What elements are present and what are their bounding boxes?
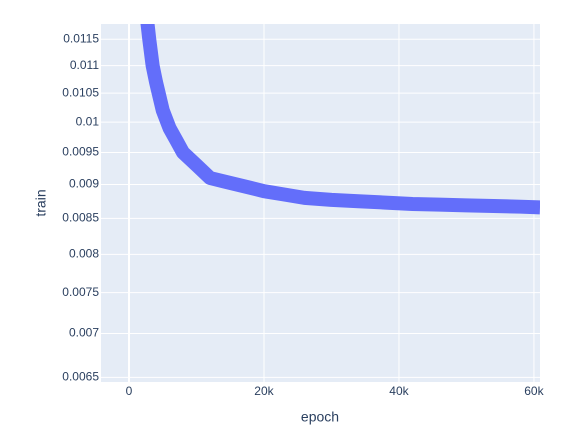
y-tick-label: 0.0075 [62, 285, 99, 299]
y-tick-label: 0.0085 [62, 211, 99, 225]
y-tick-label: 0.0115 [63, 31, 99, 45]
y-tick-label: 0.01 [76, 114, 100, 128]
x-tick-label: 20k [254, 384, 274, 398]
x-tick-label: 0 [126, 384, 133, 398]
y-tick-label: 0.0105 [62, 85, 99, 99]
y-tick-label: 0.0065 [62, 370, 99, 384]
x-axis-title: epoch [301, 409, 339, 425]
y-tick-label: 0.0095 [62, 145, 99, 159]
y-axis-title: train [33, 189, 49, 216]
x-tick-label: 60k [524, 384, 544, 398]
train-line [140, 24, 540, 215]
x-tick-label: 40k [389, 384, 409, 398]
y-tick-label: 0.007 [69, 326, 99, 340]
marks [140, 24, 540, 215]
y-tick-label: 0.008 [69, 247, 99, 261]
y-tick-label: 0.009 [69, 177, 99, 191]
y-tick-label: 0.011 [70, 58, 99, 72]
